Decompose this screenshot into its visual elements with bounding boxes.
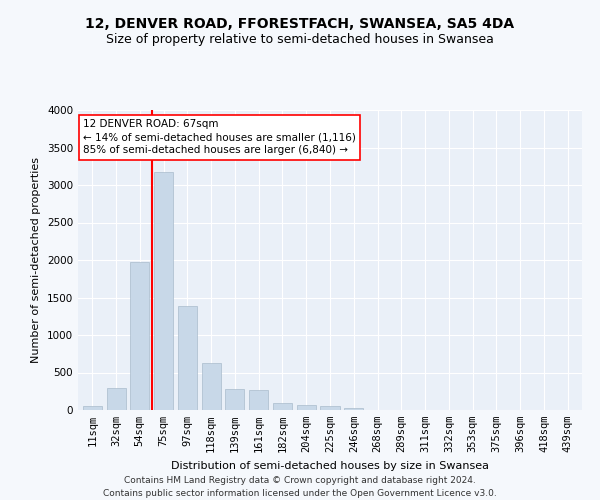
Bar: [83, 406, 102, 410]
Y-axis label: Number of semi-detached properties: Number of semi-detached properties: [31, 157, 41, 363]
Text: 12 DENVER ROAD: 67sqm
← 14% of semi-detached houses are smaller (1,116)
85% of s: 12 DENVER ROAD: 67sqm ← 14% of semi-deta…: [83, 119, 356, 156]
Bar: [344, 408, 363, 410]
Text: Contains HM Land Registry data © Crown copyright and database right 2024.
Contai: Contains HM Land Registry data © Crown c…: [103, 476, 497, 498]
Text: Size of property relative to semi-detached houses in Swansea: Size of property relative to semi-detach…: [106, 32, 494, 46]
Bar: [154, 172, 173, 410]
Bar: [202, 363, 221, 410]
Bar: [130, 262, 149, 410]
Bar: [273, 402, 292, 410]
Bar: [178, 306, 197, 410]
Bar: [297, 405, 316, 410]
Bar: [226, 389, 244, 410]
Bar: [320, 406, 340, 410]
Text: 12, DENVER ROAD, FFORESTFACH, SWANSEA, SA5 4DA: 12, DENVER ROAD, FFORESTFACH, SWANSEA, S…: [85, 18, 515, 32]
Bar: [107, 388, 125, 410]
X-axis label: Distribution of semi-detached houses by size in Swansea: Distribution of semi-detached houses by …: [171, 460, 489, 470]
Bar: [249, 390, 268, 410]
